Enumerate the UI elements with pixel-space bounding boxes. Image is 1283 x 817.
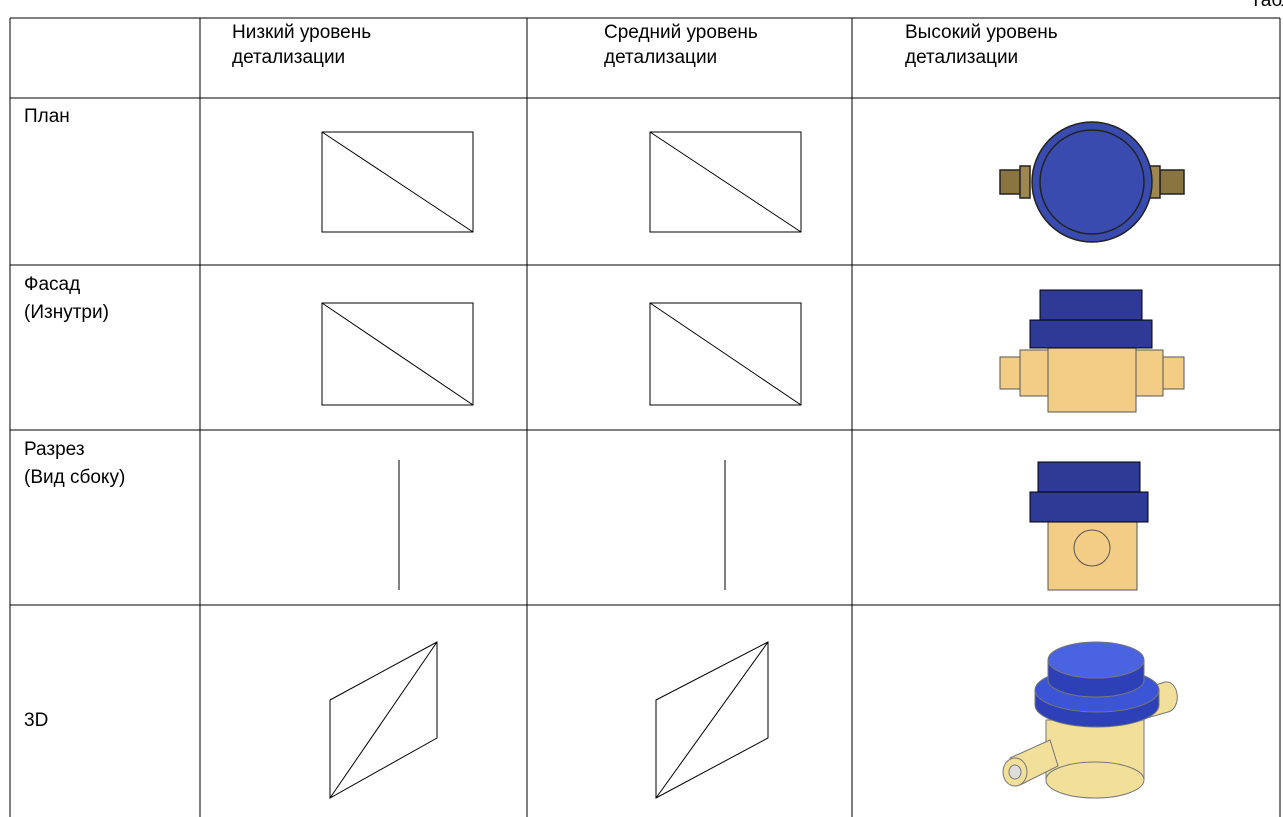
row-header: Разрез: [24, 439, 85, 460]
row-header: 3D: [24, 710, 49, 731]
column-header: Низкий уровень: [232, 22, 372, 43]
row-header: Фасад: [24, 274, 81, 295]
meter-side: [1029, 461, 1149, 591]
meter-plan: [999, 121, 1185, 243]
column-header: Средний уровень: [604, 22, 758, 43]
meter-3d: [1002, 641, 1178, 799]
column-header: Высокий уровень: [905, 22, 1058, 43]
column-header: детализации: [232, 47, 346, 68]
meter-facade: [999, 289, 1185, 413]
column-header: детализации: [604, 47, 718, 68]
caption: Табли: [1249, 0, 1283, 11]
row-header: (Вид сбоку): [24, 467, 126, 488]
column-header: детализации: [905, 47, 1019, 68]
row-header: (Изнутри): [24, 302, 109, 323]
row-header: План: [24, 106, 70, 127]
